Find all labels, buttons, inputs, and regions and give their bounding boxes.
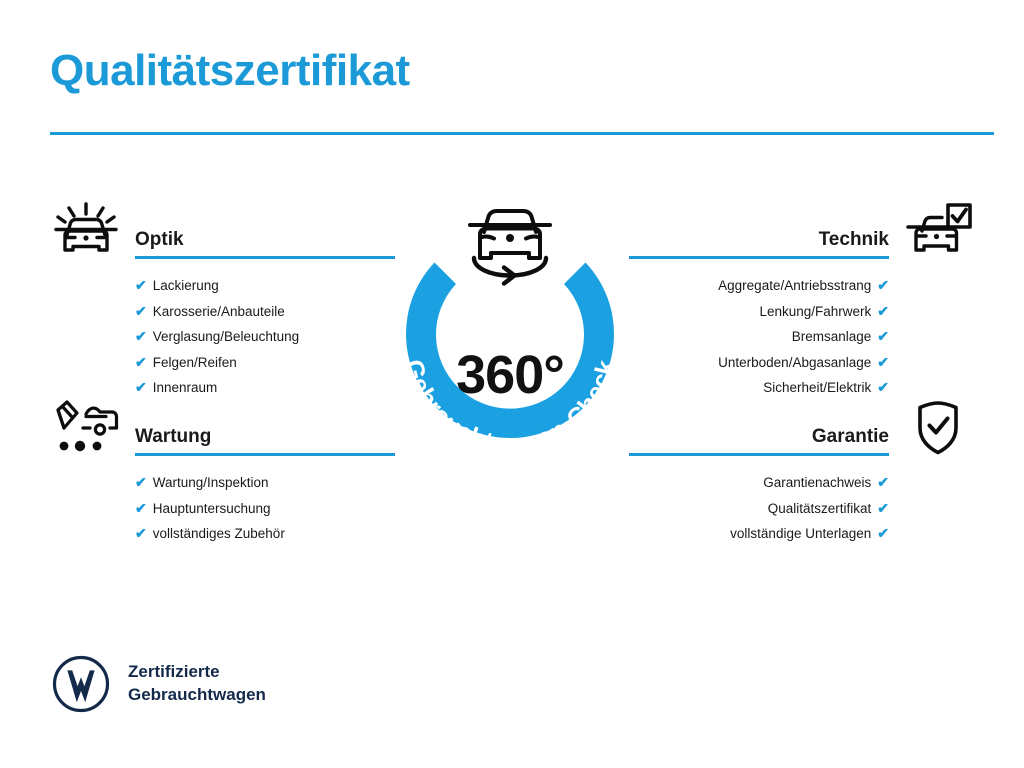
section-underline: [135, 256, 395, 259]
check-icon: ✔: [877, 525, 889, 541]
shield-check-icon: [902, 398, 974, 458]
list-item: ✔ Innenraum: [50, 375, 395, 401]
list-item: Unterboden/Abgasanlage ✔: [629, 350, 974, 376]
list-item-label: Innenraum: [152, 380, 218, 395]
list-item: Qualitätszertifikat ✔: [629, 496, 974, 522]
list-item: Lenkung/Fahrwerk ✔: [629, 299, 974, 325]
check-icon: ✔: [877, 353, 889, 370]
list-item-label: Lackierung: [152, 278, 219, 293]
list-item: ✔ Karosserie/Anbauteile: [50, 299, 395, 325]
car-front-rotation-icon: [460, 200, 560, 292]
section-underline: [135, 453, 395, 456]
vw-lockup-line1: Zertifizierte: [128, 662, 220, 682]
check-icon: ✔: [135, 499, 147, 516]
check-icon: ✔: [135, 277, 147, 293]
section-header: Optik: [50, 202, 395, 267]
checklist-optik: ✔ Lackierung ✔ Karosserie/Anbauteile ✔ V…: [50, 273, 395, 401]
list-item-label: vollständiges Zubehör: [152, 526, 285, 541]
vw-certified-lockup: Zertifizierte Gebrauchtwagen: [52, 648, 266, 720]
section-header: Garantie: [629, 401, 974, 464]
check-icon: ✔: [135, 379, 147, 395]
section-underline: [629, 453, 889, 456]
checklist-technik: Aggregate/Antriebsstrang ✔ Lenkung/Fahrw…: [629, 273, 974, 401]
list-item: vollständige Unterlagen ✔: [629, 521, 974, 547]
car-front-checkbox-icon: [902, 201, 974, 261]
section-technik: Technik Aggregate/Antriebsstrang ✔ Lenku…: [629, 203, 974, 401]
section-wartung: Wartung ✔ Wartung/Inspektion ✔ Hauptunte…: [50, 400, 395, 547]
list-item-label: Wartung/Inspektion: [152, 475, 269, 490]
list-item: ✔ vollständiges Zubehör: [50, 521, 395, 547]
section-header: Technik: [629, 203, 974, 267]
section-optik: Optik ✔ Lackierung ✔ Karosserie/Anbautei…: [50, 202, 395, 401]
list-item-label: Aggregate/Antriebsstrang: [718, 278, 872, 293]
check-icon: ✔: [877, 474, 889, 490]
check-icon: ✔: [135, 353, 147, 370]
checklist-wartung: ✔ Wartung/Inspektion ✔ Hauptuntersuchung…: [50, 470, 395, 547]
list-item: ✔ Felgen/Reifen: [50, 350, 395, 376]
list-item: ✔ Verglasung/Beleuchtung: [50, 324, 395, 350]
list-item: Aggregate/Antriebsstrang ✔: [629, 273, 974, 299]
page-title: Qualitätszertifikat: [50, 46, 410, 95]
list-item: ✔ Hauptuntersuchung: [50, 496, 395, 522]
list-item-label: Qualitätszertifikat: [767, 500, 872, 516]
vw-lockup-text: Zertifizierte Gebrauchtwagen: [128, 661, 266, 707]
list-item-label: Karosserie/Anbauteile: [152, 303, 285, 319]
car-front-shine-icon: [50, 201, 122, 261]
list-item-label: vollständige Unterlagen: [730, 526, 872, 541]
list-item-label: Garantienachweis: [763, 475, 872, 490]
list-item: ✔ Lackierung: [50, 273, 395, 299]
list-item-label: Bremsanlage: [791, 329, 872, 344]
section-title: Technik: [818, 229, 889, 250]
title-divider: [50, 132, 994, 135]
pencil-car-service-icon: [50, 398, 122, 458]
check-icon: ✔: [877, 379, 889, 395]
list-item-label: Hauptuntersuchung: [152, 500, 271, 516]
section-underline: [629, 256, 889, 259]
badge-center-label: 360°: [456, 345, 564, 405]
check-icon: ✔: [877, 499, 889, 516]
list-item: Sicherheit/Elektrik ✔: [629, 375, 974, 401]
list-item-label: Felgen/Reifen: [152, 354, 237, 370]
list-item-label: Lenkung/Fahrwerk: [759, 303, 872, 319]
vw-logo-icon: [52, 655, 110, 713]
check-icon: ✔: [135, 525, 147, 541]
check-icon: ✔: [135, 474, 147, 490]
list-item: Bremsanlage ✔: [629, 324, 974, 350]
check-icon: ✔: [135, 302, 147, 319]
check-icon: ✔: [877, 277, 889, 293]
vw-lockup-line2: Gebrauchtwagen: [128, 685, 266, 704]
list-item-label: Sicherheit/Elektrik: [763, 380, 872, 395]
section-garantie: Garantie Garantienachweis ✔ Qualitätszer…: [629, 401, 974, 547]
check-icon: ✔: [135, 328, 147, 344]
list-item: ✔ Wartung/Inspektion: [50, 470, 395, 496]
360-check-badge: Gebrauchtwagen-Check 360°: [368, 196, 652, 486]
section-title: Garantie: [811, 426, 889, 447]
list-item: Garantienachweis ✔: [629, 470, 974, 496]
section-title: Wartung: [135, 426, 212, 447]
checklist-garantie: Garantienachweis ✔ Qualitätszertifikat ✔…: [629, 470, 974, 547]
list-item-label: Verglasung/Beleuchtung: [152, 329, 300, 344]
section-title: Optik: [135, 229, 184, 250]
list-item-label: Unterboden/Abgasanlage: [718, 354, 872, 370]
check-icon: ✔: [877, 302, 889, 319]
check-icon: ✔: [877, 328, 889, 344]
section-header: Wartung: [50, 400, 395, 464]
